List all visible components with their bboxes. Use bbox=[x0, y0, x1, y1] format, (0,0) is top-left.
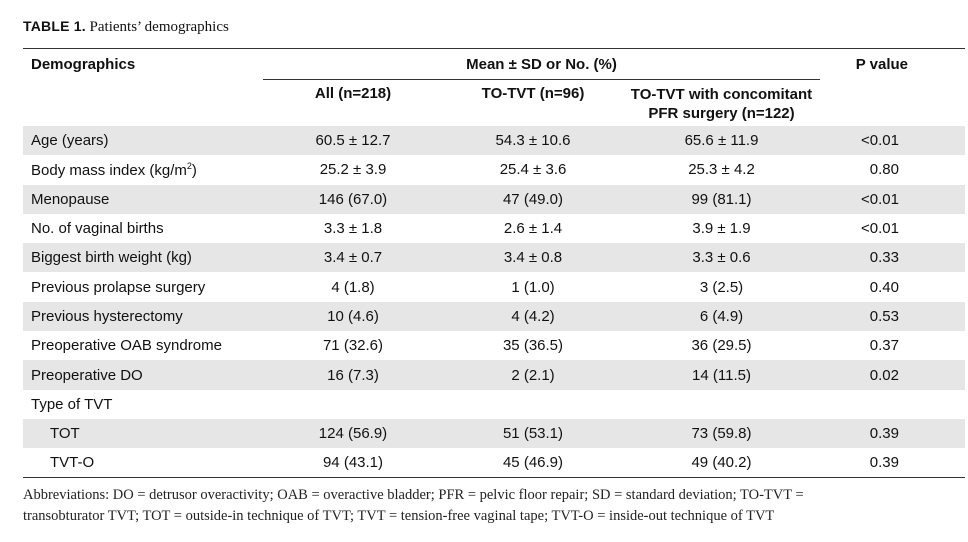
cell-p-value: 0.37 bbox=[869, 337, 899, 355]
table-row: No. of vaginal births 3.3 ± 1.8 2.6 ± 1.… bbox=[23, 214, 965, 243]
cell-p-value: <0.01 bbox=[861, 220, 899, 238]
row-label: Previous prolapse surgery bbox=[31, 278, 206, 296]
cell-p-value: 0.33 bbox=[820, 243, 965, 273]
cell-all bbox=[263, 390, 443, 419]
row-label: TVT-O bbox=[50, 454, 95, 472]
cell-all: 60.5 ± 12.7 bbox=[263, 126, 443, 156]
table-row: Biggest birth weight (kg) 3.4 ± 0.7 3.4 … bbox=[23, 243, 965, 273]
table-label: TABLE 1. bbox=[23, 18, 86, 34]
table-row: Body mass index (kg/m2) 25.2 ± 3.9 25.4 … bbox=[23, 155, 965, 184]
table-row: Previous hysterectomy 10 (4.6) 4 (4.2) 6… bbox=[23, 301, 965, 332]
cell-concomitant bbox=[623, 390, 820, 419]
cell-all: 16 (7.3) bbox=[263, 360, 443, 390]
col-all-header: All (n=218) bbox=[314, 85, 392, 102]
cell-p-value bbox=[820, 390, 965, 419]
cell-concomitant: 99 (81.1) bbox=[623, 184, 820, 214]
row-label: Biggest birth weight (kg) bbox=[23, 243, 263, 273]
bottom-rule bbox=[23, 477, 965, 478]
header-row-2: All (n=218) TO-TVT (n=96) TO-TVT with co… bbox=[23, 79, 965, 126]
table-row: TVT-O 94 (43.1) 45 (46.9) 49 (40.2) 0.39 bbox=[23, 448, 965, 477]
cell-all: 10 (4.6) bbox=[263, 301, 443, 332]
row-label: Body mass index (kg/m2) bbox=[31, 160, 197, 179]
row-label: Menopause bbox=[23, 184, 263, 214]
cell-all: 3.3 ± 1.8 bbox=[323, 220, 383, 238]
table-title: Patients’ demographics bbox=[89, 19, 229, 35]
cell-concomitant: 3 (2.5) bbox=[699, 278, 744, 296]
cell-totvt: 4 (4.2) bbox=[443, 301, 623, 332]
cell-totvt: 35 (36.5) bbox=[502, 337, 564, 355]
cell-totvt: 51 (53.1) bbox=[443, 418, 623, 449]
group-header-rule bbox=[263, 79, 820, 80]
cell-p-value: 0.02 bbox=[820, 360, 965, 390]
col-concomitant-header: TO-TVT with concomitant PFR surgery (n=1… bbox=[623, 79, 820, 126]
cell-p-value: <0.01 bbox=[820, 126, 965, 156]
table-caption: TABLE 1. Patients’ demographics bbox=[23, 18, 229, 36]
cell-concomitant: 6 (4.9) bbox=[623, 301, 820, 332]
cell-totvt: 2.6 ± 1.4 bbox=[503, 220, 563, 238]
cell-concomitant: 3.3 ± 0.6 bbox=[623, 243, 820, 273]
cell-p-value: <0.01 bbox=[820, 184, 965, 214]
row-label: Preoperative DO bbox=[23, 360, 263, 390]
cell-totvt bbox=[443, 390, 623, 419]
table-row: TOT 124 (56.9) 51 (53.1) 73 (59.8) 0.39 bbox=[23, 418, 965, 449]
group-header: Mean ± SD or No. (%) bbox=[466, 55, 617, 73]
col-totvt-header: TO-TVT (n=96) bbox=[481, 85, 585, 102]
cell-concomitant: 25.3 ± 4.2 bbox=[688, 161, 755, 179]
demographics-table: Demographics Mean ± SD or No. (%) P valu… bbox=[23, 49, 965, 478]
cell-p-value: 0.39 bbox=[820, 418, 965, 449]
top-rule bbox=[23, 48, 965, 49]
row-label: No. of vaginal births bbox=[31, 220, 164, 238]
header-row-1: Demographics Mean ± SD or No. (%) P valu… bbox=[23, 49, 965, 79]
demographics-header: Demographics bbox=[31, 55, 136, 73]
cell-all: 25.2 ± 3.9 bbox=[319, 161, 387, 179]
cell-all: 71 (32.6) bbox=[322, 337, 384, 355]
cell-totvt: 47 (49.0) bbox=[443, 184, 623, 214]
cell-all: 3.4 ± 0.7 bbox=[263, 243, 443, 273]
cell-concomitant: 36 (29.5) bbox=[691, 337, 752, 355]
table-row: Preoperative OAB syndrome 71 (32.6) 35 (… bbox=[23, 331, 965, 360]
table-row: Menopause 146 (67.0) 47 (49.0) 99 (81.1)… bbox=[23, 184, 965, 214]
cell-p-value: 0.40 bbox=[869, 278, 899, 296]
row-label: Preoperative OAB syndrome bbox=[31, 337, 222, 355]
cell-p-value: 0.39 bbox=[869, 454, 899, 472]
cell-totvt: 2 (2.1) bbox=[443, 360, 623, 390]
cell-all: 146 (67.0) bbox=[263, 184, 443, 214]
table-row: Type of TVT bbox=[23, 390, 965, 419]
table-row: Age (years) 60.5 ± 12.7 54.3 ± 10.6 65.6… bbox=[23, 126, 965, 156]
p-value-header: P value bbox=[855, 55, 908, 73]
cell-totvt: 3.4 ± 0.8 bbox=[443, 243, 623, 273]
col-concomitant-header-line1: TO-TVT with concomitant bbox=[630, 86, 813, 103]
cell-all: 94 (43.1) bbox=[322, 454, 384, 472]
row-label: Previous hysterectomy bbox=[23, 301, 263, 332]
cell-totvt: 25.4 ± 3.6 bbox=[499, 161, 567, 179]
cell-totvt: 54.3 ± 10.6 bbox=[443, 126, 623, 156]
cell-concomitant: 14 (11.5) bbox=[623, 360, 820, 390]
abbreviations-footnote: Abbreviations: DO = detrusor overactivit… bbox=[23, 485, 963, 527]
cell-totvt: 1 (1.0) bbox=[511, 278, 555, 296]
cell-concomitant: 73 (59.8) bbox=[623, 418, 820, 449]
cell-p-value: 0.80 bbox=[869, 161, 899, 179]
cell-all: 4 (1.8) bbox=[331, 278, 375, 296]
table-row: Preoperative DO 16 (7.3) 2 (2.1) 14 (11.… bbox=[23, 360, 965, 390]
table-row: Previous prolapse surgery 4 (1.8) 1 (1.0… bbox=[23, 272, 965, 301]
cell-concomitant: 3.9 ± 1.9 bbox=[692, 220, 751, 238]
cell-totvt: 45 (46.9) bbox=[502, 454, 564, 472]
cell-p-value: 0.53 bbox=[820, 301, 965, 332]
row-label: TOT bbox=[23, 418, 263, 449]
row-label: Age (years) bbox=[23, 126, 263, 156]
cell-concomitant: 49 (40.2) bbox=[691, 454, 752, 472]
row-label: Type of TVT bbox=[31, 395, 113, 413]
footnote-line-2: transobturator TVT; TOT = outside-in tec… bbox=[23, 508, 775, 524]
col-concomitant-header-line2: PFR surgery (n=122) bbox=[648, 105, 795, 122]
footnote-line-1: Abbreviations: DO = detrusor overactivit… bbox=[23, 487, 804, 503]
cell-all: 124 (56.9) bbox=[263, 418, 443, 449]
cell-concomitant: 65.6 ± 11.9 bbox=[623, 126, 820, 156]
